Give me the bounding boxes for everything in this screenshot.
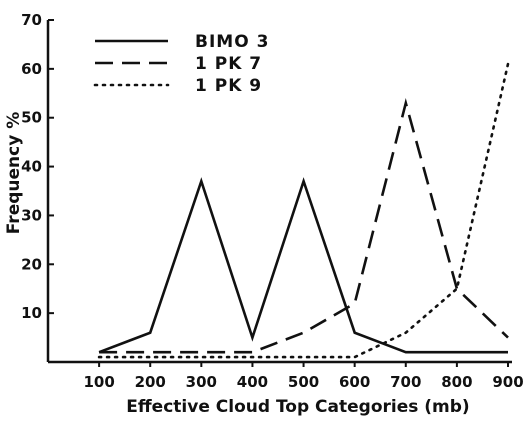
y-tick-label: 10 xyxy=(21,304,42,322)
x-axis-ticks: 100 200 300 400 500 600 700 800 900 xyxy=(83,362,524,391)
x-tick-label: 500 xyxy=(288,373,319,391)
y-tick-label: 40 xyxy=(21,158,42,176)
y-tick-label: 50 xyxy=(21,109,42,127)
y-axis-title: Frequency % xyxy=(4,112,24,234)
series-line-3 xyxy=(97,62,510,359)
legend: BIMO 31 PK 71 PK 9 xyxy=(93,32,269,96)
series-lines xyxy=(97,62,510,359)
x-tick-label: 600 xyxy=(339,373,370,391)
y-axis-ticks: 10 20 30 40 50 60 70 xyxy=(21,11,54,322)
x-tick-label: 800 xyxy=(441,373,472,391)
axes xyxy=(46,20,512,364)
x-tick-label: 900 xyxy=(492,373,523,391)
x-tick-label: 400 xyxy=(237,373,268,391)
x-tick-label: 200 xyxy=(135,373,166,391)
series-line-1 xyxy=(98,177,508,354)
series-line-2 xyxy=(99,98,509,354)
legend-label-1: BIMO 3 xyxy=(195,32,269,52)
y-tick-label: 20 xyxy=(21,255,42,273)
legend-label-2: 1 PK 7 xyxy=(195,54,262,74)
x-axis-title: Effective Cloud Top Categories (mb) xyxy=(126,397,469,417)
x-tick-label: 300 xyxy=(186,373,217,391)
y-tick-label: 70 xyxy=(21,11,42,29)
legend-label-3: 1 PK 9 xyxy=(195,76,262,96)
y-tick-label: 30 xyxy=(21,206,42,224)
y-tick-label: 60 xyxy=(21,60,42,78)
x-tick-label: 700 xyxy=(390,373,421,391)
x-tick-label: 100 xyxy=(83,373,114,391)
